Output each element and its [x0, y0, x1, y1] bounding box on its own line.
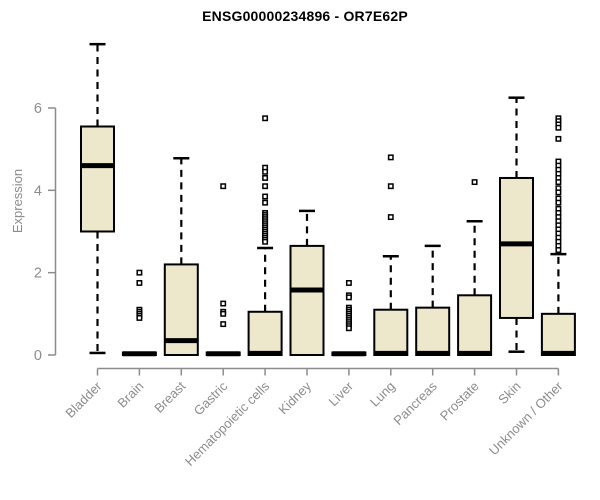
outlier-point — [262, 168, 269, 175]
outlier-point — [345, 294, 352, 301]
boxplot-group — [289, 209, 325, 357]
iqr-box — [247, 310, 283, 357]
outlier-point — [555, 124, 562, 131]
outlier-point — [262, 238, 269, 245]
y-axis-tick-label: 0 — [34, 348, 42, 364]
outlier-point — [555, 179, 562, 186]
outlier-point — [136, 269, 143, 276]
boxplot-group — [457, 179, 493, 356]
outlier-point — [136, 314, 143, 321]
outlier-point — [220, 183, 227, 190]
y-axis-tick-label: 4 — [34, 183, 42, 199]
outlier-point — [262, 115, 269, 122]
x-axis-category-label: Kidney — [275, 378, 314, 417]
outlier-point — [387, 154, 394, 161]
outlier-point — [220, 321, 227, 328]
boxplot-group — [331, 280, 367, 357]
iqr-box — [80, 125, 115, 233]
iqr-box — [499, 176, 534, 319]
x-axis-category-label: Prostate — [437, 379, 482, 424]
outlier-point — [555, 247, 562, 253]
x-axis-category-label: Brain — [114, 379, 146, 411]
chart-title: ENSG00000234896 - OR7E62P — [202, 8, 408, 24]
boxplot-group — [499, 96, 534, 353]
iqr-box — [540, 312, 576, 356]
x-axis-category-label: Gastric — [191, 378, 231, 418]
outlier-point — [555, 199, 562, 206]
outlier-point — [262, 175, 269, 181]
x-axis-category-label: Liver — [325, 378, 356, 409]
boxplot-group — [163, 156, 199, 356]
outlier-point — [136, 280, 143, 286]
x-axis-category-label: Bladder — [62, 378, 105, 421]
outlier-point — [387, 214, 394, 221]
x-axis-category-label: Pancreas — [390, 378, 440, 428]
y-axis-tick-label: 2 — [34, 266, 42, 282]
outlier-point — [345, 280, 352, 286]
boxplot-group — [540, 115, 576, 356]
boxplot-group — [415, 244, 451, 357]
outlier-point — [345, 325, 352, 332]
y-axis-tick-label: 6 — [34, 101, 42, 117]
boxplot-group — [373, 154, 409, 357]
outlier-point — [220, 310, 227, 317]
outlier-point — [262, 183, 269, 190]
boxplot-group — [247, 115, 283, 357]
x-axis-category-label: Lung — [367, 379, 398, 410]
x-axis-category-label: Skin — [495, 379, 523, 407]
iqr-box — [457, 294, 493, 356]
boxplot-group — [205, 183, 241, 357]
outlier-point — [220, 300, 227, 307]
outlier-point — [262, 193, 269, 200]
boxplot-group — [121, 269, 157, 357]
outlier-point — [555, 189, 562, 196]
outlier-point — [262, 199, 269, 206]
outlier-point — [555, 135, 562, 142]
outlier-point — [387, 183, 394, 190]
boxplot-group — [80, 42, 115, 355]
iqr-box — [289, 244, 325, 357]
x-axis-category-label: Unknown / Other — [486, 378, 566, 458]
x-axis-category-label: Breast — [151, 378, 188, 415]
iqr-box — [373, 308, 409, 357]
iqr-box — [415, 306, 451, 357]
outlier-point — [471, 179, 478, 186]
